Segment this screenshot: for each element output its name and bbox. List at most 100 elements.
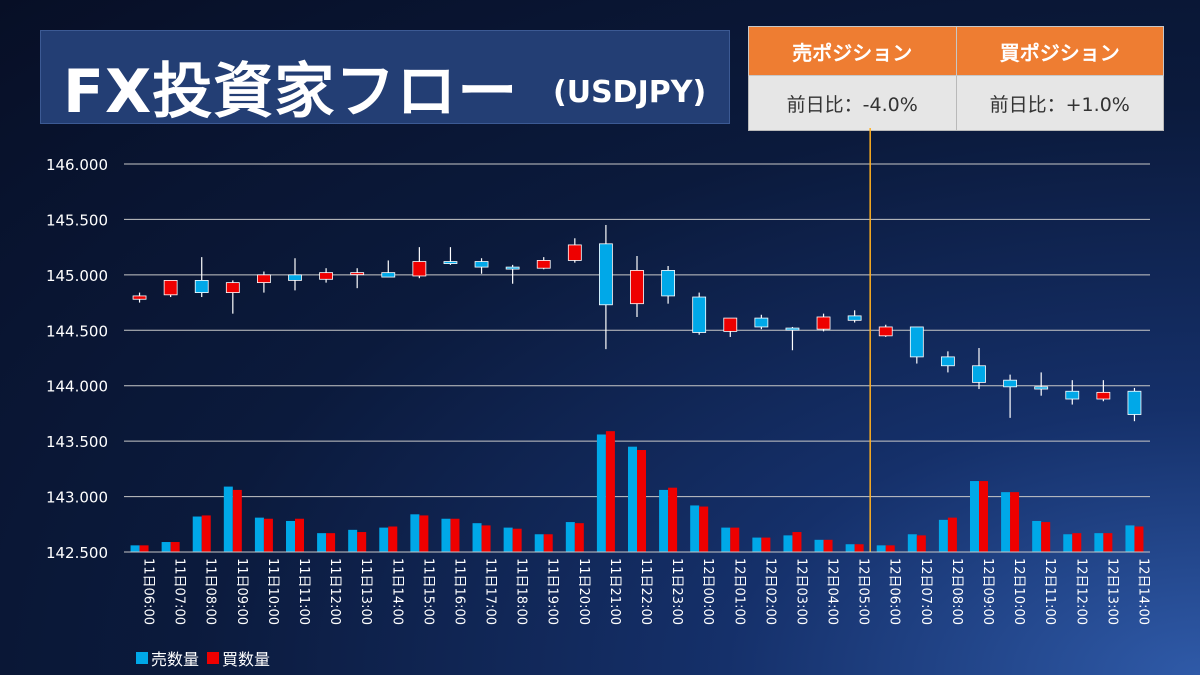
x-tick-label: 11日17:00 <box>483 558 498 625</box>
y-tick-label: 145.000 <box>46 267 108 285</box>
candle-body <box>972 365 986 383</box>
candle-body <box>754 317 769 328</box>
buy-volume-bar <box>512 528 522 552</box>
sell-volume-bar <box>441 518 451 552</box>
x-tick-label: 11日10:00 <box>265 558 280 625</box>
sell-volume-bar <box>907 534 917 552</box>
buy-volume-bar <box>1010 492 1020 552</box>
x-tick-label: 12日08:00 <box>949 558 964 625</box>
page-subtitle: (USDJPY) <box>553 75 707 110</box>
buy-volume-bar <box>668 487 678 552</box>
buy-volume-bar <box>979 481 988 552</box>
sell-volume-bar <box>1001 492 1011 552</box>
sell-volume-bar <box>254 517 264 552</box>
x-tick-label: 11日18:00 <box>514 558 529 625</box>
candle-body <box>443 261 458 264</box>
buy-volume-bar <box>1134 526 1144 552</box>
candle-body <box>630 270 644 305</box>
title-banner: FX投資家フロー (USDJPY) <box>40 30 730 127</box>
candle-body <box>1003 379 1017 388</box>
candle-body <box>132 295 147 300</box>
candle-body <box>1096 391 1111 400</box>
buy-volume-bar <box>1072 533 1082 552</box>
buy-volume-bar <box>947 517 957 552</box>
buy-volume-bar <box>574 523 584 552</box>
buy-volume-bar <box>419 515 429 552</box>
x-tick-label: 11日19:00 <box>545 558 560 625</box>
sell-volume-bar <box>596 434 606 552</box>
buy-volume-bar <box>450 518 460 552</box>
candle-body <box>1065 390 1080 400</box>
candle-body <box>163 279 178 296</box>
sell-volume-bar <box>565 522 575 552</box>
buy-volume-bar <box>232 489 242 552</box>
sell-volume-bar <box>286 520 295 552</box>
x-tick-label: 12日03:00 <box>793 558 808 625</box>
buy-volume-bar <box>605 431 615 552</box>
x-tick-label: 12日11:00 <box>1042 558 1057 625</box>
candle-body <box>474 261 489 268</box>
candle-body <box>567 244 582 261</box>
x-tick-label: 11日21:00 <box>607 558 622 625</box>
x-tick-label: 12日00:00 <box>700 558 715 625</box>
sell-volume-bar <box>845 544 855 552</box>
candle-body <box>194 279 209 293</box>
x-tick-label: 11日09:00 <box>234 558 249 625</box>
candle-body <box>692 296 707 333</box>
sell-volume-bar <box>783 535 793 552</box>
candle-body <box>661 270 675 297</box>
y-tick-label: 144.000 <box>46 378 108 396</box>
candle-body <box>599 243 613 306</box>
buy-volume-bar <box>1103 533 1113 552</box>
candle-body <box>847 315 862 321</box>
x-tick-label: 12日07:00 <box>918 558 933 625</box>
buy-volume-bar <box>357 532 367 552</box>
sell-volume-bar <box>161 542 171 552</box>
x-tick-label: 12日05:00 <box>856 558 871 625</box>
candle-body <box>1034 386 1049 390</box>
x-tick-label: 12日06:00 <box>887 558 902 625</box>
x-tick-label: 11日12:00 <box>327 558 342 625</box>
legend-buy: 買数量 <box>207 646 270 670</box>
buy-volume-bar <box>295 518 304 552</box>
sell-volume-bar <box>690 505 700 552</box>
sell-volume-bar <box>721 527 731 552</box>
candle-body <box>288 274 302 281</box>
sell-volume-bar <box>472 523 482 552</box>
x-tick-label: 11日22:00 <box>638 558 653 625</box>
x-tick-label: 11日23:00 <box>669 558 684 625</box>
sell-volume-bar <box>938 519 948 552</box>
buy-volume-bar <box>1041 522 1051 552</box>
buy-volume-bar <box>916 535 926 552</box>
x-tick-label: 12日02:00 <box>762 558 777 625</box>
candle-body <box>350 272 365 276</box>
sell-volume-bar <box>130 545 140 552</box>
chart-legend: 売数量 買数量 <box>136 646 278 670</box>
sell-volume-bar <box>192 516 202 552</box>
buy-volume-bar <box>201 515 211 552</box>
buy-volume-bar <box>699 506 709 552</box>
sell-position-value: 前日比：-4.0% <box>748 75 957 131</box>
candle-body <box>1127 390 1142 415</box>
buy-volume-bar <box>823 539 833 552</box>
candle-body <box>941 356 955 367</box>
legend-buy-swatch <box>207 652 220 664</box>
x-tick-label: 11日16:00 <box>451 558 466 625</box>
buy-volume-bar <box>761 537 771 552</box>
candle-body <box>536 260 551 269</box>
x-tick-label: 11日08:00 <box>203 558 218 625</box>
page-title: FX投資家フロー <box>63 57 519 127</box>
y-tick-label: 142.500 <box>46 544 108 562</box>
buy-volume-bar <box>854 544 864 552</box>
candle-body <box>909 326 924 358</box>
sell-volume-bar <box>1032 520 1042 552</box>
candle-body <box>381 272 396 278</box>
buy-volume-bar <box>637 450 646 552</box>
y-tick-label: 143.500 <box>46 433 108 451</box>
sell-volume-bar <box>379 527 389 552</box>
x-tick-label: 11日15:00 <box>420 558 435 625</box>
sell-volume-bar <box>876 545 886 552</box>
x-tick-label: 12日09:00 <box>980 558 995 625</box>
buy-volume-bar <box>885 545 895 552</box>
